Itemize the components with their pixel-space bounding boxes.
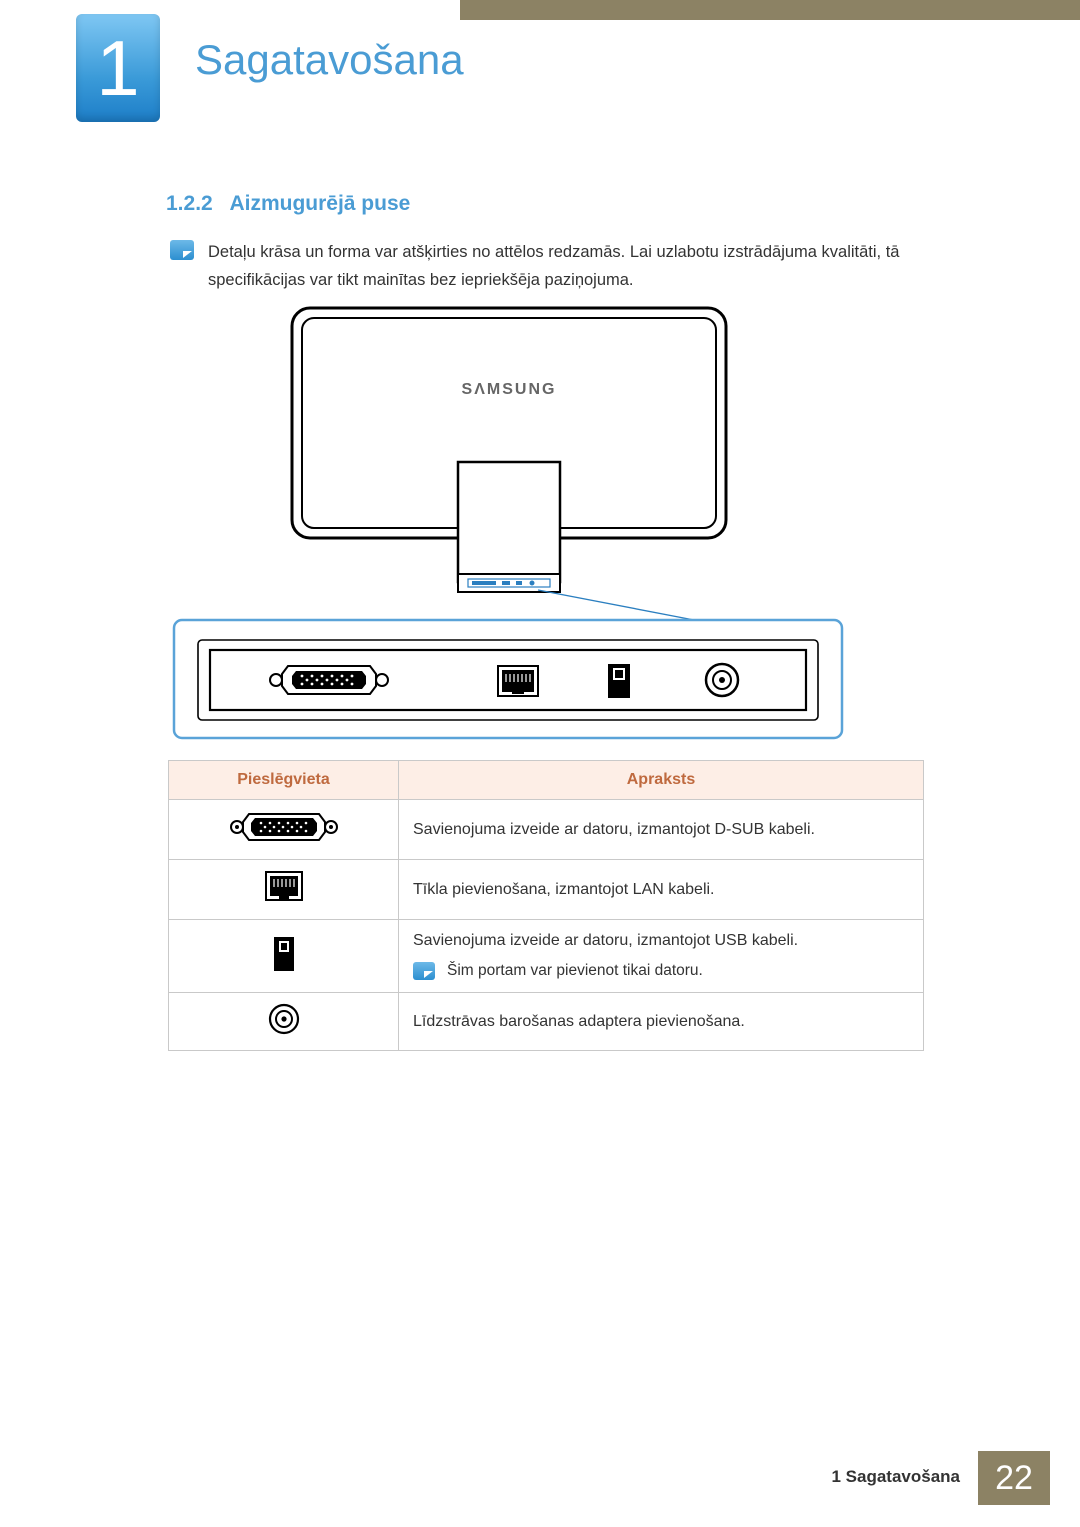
port-lan-icon: [169, 860, 399, 920]
port-dsub-desc: Savienojuma izveide ar datoru, izmantojo…: [399, 800, 924, 860]
port-usb-desc: Savienojuma izveide ar datoru, izmantojo…: [399, 920, 924, 993]
port-usb-desc-text: Savienojuma izveide ar datoru, izmantojo…: [413, 932, 909, 950]
note-text: Detaļu krāsa un forma var atšķirties no …: [208, 238, 928, 294]
rear-view-figure: SΛMSUNG: [168, 302, 848, 757]
port-lan-desc: Tīkla pievienošana, izmantojot LAN kabel…: [399, 860, 924, 920]
note-icon: [170, 240, 194, 260]
port-usb-icon: [169, 920, 399, 993]
footer-page-number: 22: [978, 1451, 1050, 1505]
table-row: Tīkla pievienošana, izmantojot LAN kabel…: [169, 860, 924, 920]
table-row: Savienojuma izveide ar datoru, izmantojo…: [169, 920, 924, 993]
port-dsub-icon: [169, 800, 399, 860]
th-port: Pieslēgvieta: [169, 761, 399, 800]
note-icon: [413, 962, 435, 980]
table-row: Savienojuma izveide ar datoru, izmantojo…: [169, 800, 924, 860]
brand-label: SΛMSUNG: [462, 381, 557, 398]
section-number: 1.2.2: [166, 192, 213, 215]
chapter-number-badge: 1: [76, 14, 160, 122]
top-accent-bar: [460, 0, 1080, 20]
section-heading: 1.2.2 Aizmugurējā puse: [166, 192, 410, 216]
port-dc-icon: [169, 993, 399, 1051]
port-usb-note: Šim portam var pievienot tikai datoru.: [413, 962, 909, 980]
table-row: Līdzstrāvas barošanas adaptera pievienoš…: [169, 993, 924, 1051]
port-usb-note-text: Šim portam var pievienot tikai datoru.: [447, 962, 703, 980]
port-dc-desc: Līdzstrāvas barošanas adaptera pievienoš…: [399, 993, 924, 1051]
th-desc: Apraksts: [399, 761, 924, 800]
footer-chapter-ref: 1 Sagatavošana: [831, 1467, 960, 1487]
chapter-title: Sagatavošana: [195, 36, 464, 84]
section-title: Aizmugurējā puse: [229, 192, 410, 215]
ports-table: Pieslēgvieta Apraksts Savienojuma i: [168, 760, 924, 1051]
